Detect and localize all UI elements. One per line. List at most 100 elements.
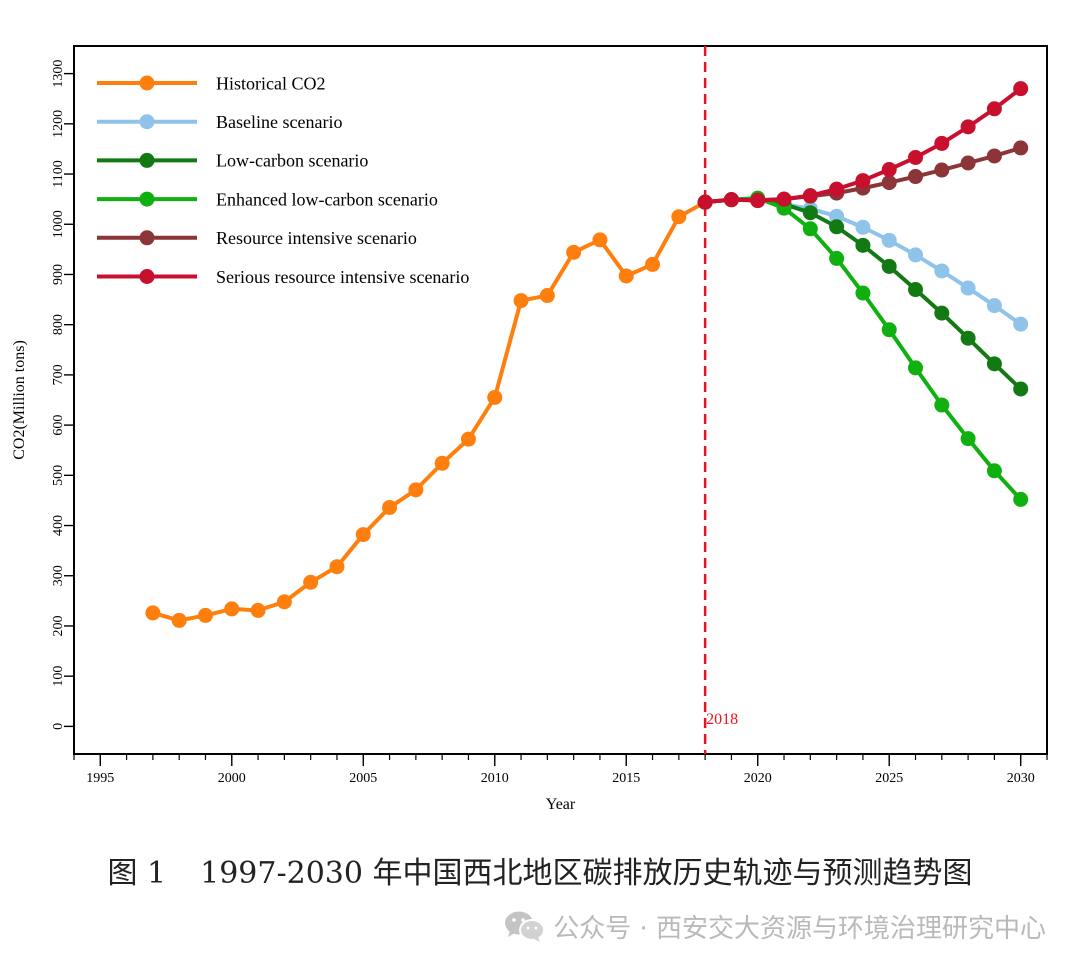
- data-point: [171, 612, 187, 628]
- data-point: [881, 232, 897, 248]
- data-point: [960, 280, 976, 296]
- wechat-icon: [505, 911, 546, 942]
- data-point: [303, 574, 319, 590]
- legend-marker: [139, 114, 155, 130]
- figure-caption-text: 1997-2030 年中国西北地区碳排放历史轨迹与预测趋势图: [200, 856, 973, 891]
- x-tick-label: 1995: [86, 771, 114, 786]
- data-point: [382, 499, 398, 515]
- x-tick-label: 2000: [218, 771, 246, 786]
- data-point: [802, 188, 818, 204]
- data-point: [645, 256, 661, 272]
- data-point: [960, 155, 976, 171]
- data-point: [855, 219, 871, 235]
- data-point: [329, 559, 345, 575]
- data-point: [881, 258, 897, 274]
- data-point: [592, 232, 608, 248]
- chart: 1995 2000 2005 2010 2015 2020 2025 2030 0 100 200 3…: [11, 45, 1048, 813]
- legend-marker: [139, 269, 155, 284]
- data-point: [434, 455, 450, 471]
- x-tick-label: 2010: [481, 771, 509, 786]
- data-point: [829, 219, 845, 235]
- y-tick-label: 1000: [51, 210, 66, 238]
- x-tick-label: 2005: [349, 771, 377, 786]
- data-point: [934, 162, 950, 178]
- data-point: [408, 482, 424, 498]
- y-tick-label: 300: [51, 565, 66, 586]
- data-point: [881, 175, 897, 191]
- y-tick-label: 1300: [51, 60, 66, 88]
- data-point: [934, 305, 950, 321]
- legend-marker: [139, 152, 155, 168]
- figure-caption: 图 1 1997-2030 年中国西北地区碳排放历史轨迹与预测趋势图: [0, 848, 1080, 892]
- data-point: [881, 162, 897, 178]
- data-point: [145, 605, 161, 621]
- data-point: [1013, 316, 1029, 332]
- data-point: [1013, 491, 1029, 507]
- data-point: [855, 237, 871, 253]
- data-point: [802, 205, 818, 221]
- legend-label: Resource intensive scenario: [216, 228, 417, 248]
- x-tick-label: 2025: [875, 771, 903, 786]
- data-point: [487, 389, 503, 405]
- data-point: [671, 209, 687, 225]
- data-point: [276, 594, 292, 610]
- legend-label: Low-carbon scenario: [216, 151, 368, 171]
- data-point: [355, 527, 371, 543]
- data-point: [224, 601, 240, 617]
- series-line-0: [152, 200, 707, 623]
- data-point: [986, 148, 1002, 164]
- data-point: [197, 607, 213, 623]
- data-point: [908, 169, 924, 185]
- data-point: [881, 322, 897, 338]
- data-point: [1013, 381, 1029, 397]
- data-point: [908, 149, 924, 165]
- data-point: [986, 463, 1002, 479]
- x-tick-label: 2020: [744, 771, 772, 786]
- data-point: [960, 431, 976, 447]
- data-point: [855, 285, 871, 301]
- legend-label: Serious resource intensive scenario: [216, 267, 469, 287]
- legend-label: Baseline scenario: [216, 112, 342, 132]
- data-point: [908, 247, 924, 263]
- y-tick-label: 100: [51, 666, 66, 687]
- data-point: [460, 431, 476, 447]
- data-point: [802, 221, 818, 237]
- data-point: [908, 360, 924, 376]
- y-tick-label: 1100: [51, 160, 66, 187]
- y-tick-label: 800: [51, 314, 66, 335]
- data-point: [829, 250, 845, 266]
- watermark: 公众号 · 西安交大资源与环境治理研究中心: [503, 906, 1046, 946]
- figure-number: 图 1: [107, 856, 167, 891]
- x-axis-label: Year: [546, 796, 576, 813]
- data-point: [1013, 140, 1029, 156]
- data-point: [513, 293, 529, 309]
- x-tick-label: 2030: [1007, 771, 1035, 786]
- y-tick-label: 600: [51, 415, 66, 436]
- data-point: [986, 356, 1002, 372]
- data-point: [250, 602, 266, 618]
- data-point: [960, 119, 976, 135]
- data-point: [618, 268, 634, 284]
- data-point: [776, 191, 792, 207]
- legend-marker: [139, 191, 155, 207]
- y-tick-label: 1200: [51, 110, 66, 138]
- y-tick-label: 500: [51, 465, 66, 486]
- watermark-text: 公众号 · 西安交大资源与环境治理研究中心: [553, 913, 1046, 944]
- data-point: [697, 194, 713, 210]
- data-point: [723, 192, 739, 208]
- y-axis-label: CO2(Million tons): [11, 340, 28, 460]
- data-point: [934, 263, 950, 279]
- legend-marker: [139, 230, 155, 246]
- data-point: [855, 173, 871, 189]
- data-point: [750, 193, 766, 209]
- y-tick-label: 900: [51, 264, 66, 285]
- data-point: [829, 181, 845, 197]
- series-line-1: [704, 197, 1022, 326]
- y-tick-label: 0: [51, 723, 66, 730]
- annotation-label: 2018: [706, 711, 738, 728]
- data-point: [934, 135, 950, 151]
- data-point: [934, 397, 950, 413]
- data-point: [908, 282, 924, 298]
- y-tick-label: 400: [51, 515, 66, 536]
- legend-label: Enhanced low-carbon scenario: [216, 189, 438, 209]
